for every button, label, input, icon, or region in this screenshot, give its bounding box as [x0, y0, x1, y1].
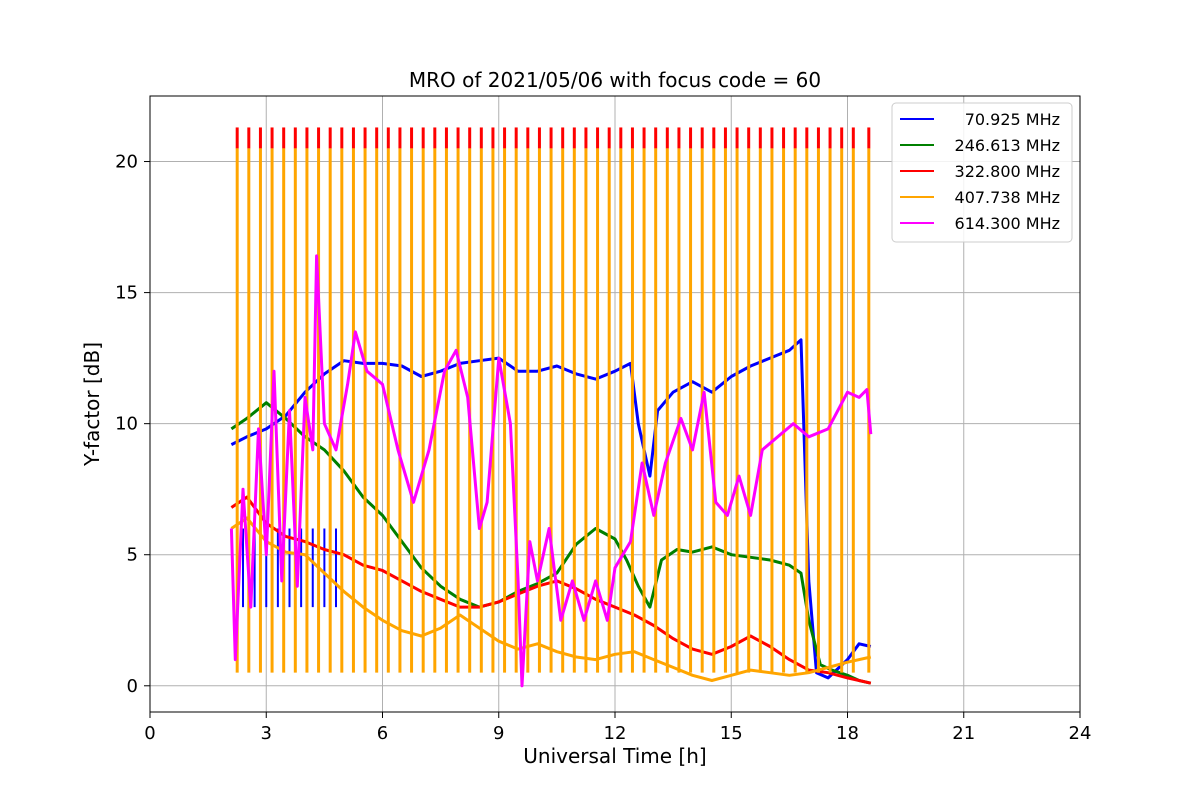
- y-tick-label: 15: [115, 283, 138, 304]
- legend-label: 614.300 MHz: [955, 214, 1060, 233]
- series-line-1: [230, 401, 872, 685]
- x-tick-label: 24: [1069, 723, 1092, 744]
- series-layer: [229, 148, 873, 688]
- y-tick-label: 10: [115, 414, 138, 435]
- x-tick-label: 0: [144, 723, 155, 744]
- y-axis-ticks: 0 5 10 15 20: [115, 152, 150, 697]
- x-tick-label: 12: [604, 723, 627, 744]
- series-line-4: [229, 254, 873, 688]
- legend: 70.925 MHz 246.613 MHz 322.800 MHz 407.738 …: [891, 102, 1073, 243]
- y-tick-label: 0: [127, 676, 138, 697]
- legend-label: 407.738 MHz: [955, 188, 1060, 207]
- legend-label: 70.925 MHz: [965, 110, 1060, 129]
- spike-layer: [235, 127, 871, 608]
- x-axis-title: Universal Time [h]: [523, 744, 706, 768]
- x-tick-label: 3: [261, 723, 272, 744]
- y-tick-label: 5: [127, 545, 138, 566]
- x-axis-ticks: 0 3 6 9 12 15 18 21 24: [144, 712, 1091, 744]
- x-tick-label: 15: [720, 723, 743, 744]
- y-axis-title: Y-factor [dB]: [80, 342, 104, 467]
- legend-label: 322.800 MHz: [955, 162, 1060, 181]
- chart-title: MRO of 2021/05/06 with focus code = 60: [409, 68, 821, 92]
- x-tick-label: 21: [952, 723, 975, 744]
- x-tick-label: 6: [377, 723, 388, 744]
- x-tick-label: 18: [836, 723, 859, 744]
- legend-label: 246.613 MHz: [955, 136, 1060, 155]
- legend-box: [891, 102, 1073, 243]
- x-tick-label: 9: [493, 723, 504, 744]
- y-tick-label: 20: [115, 152, 138, 173]
